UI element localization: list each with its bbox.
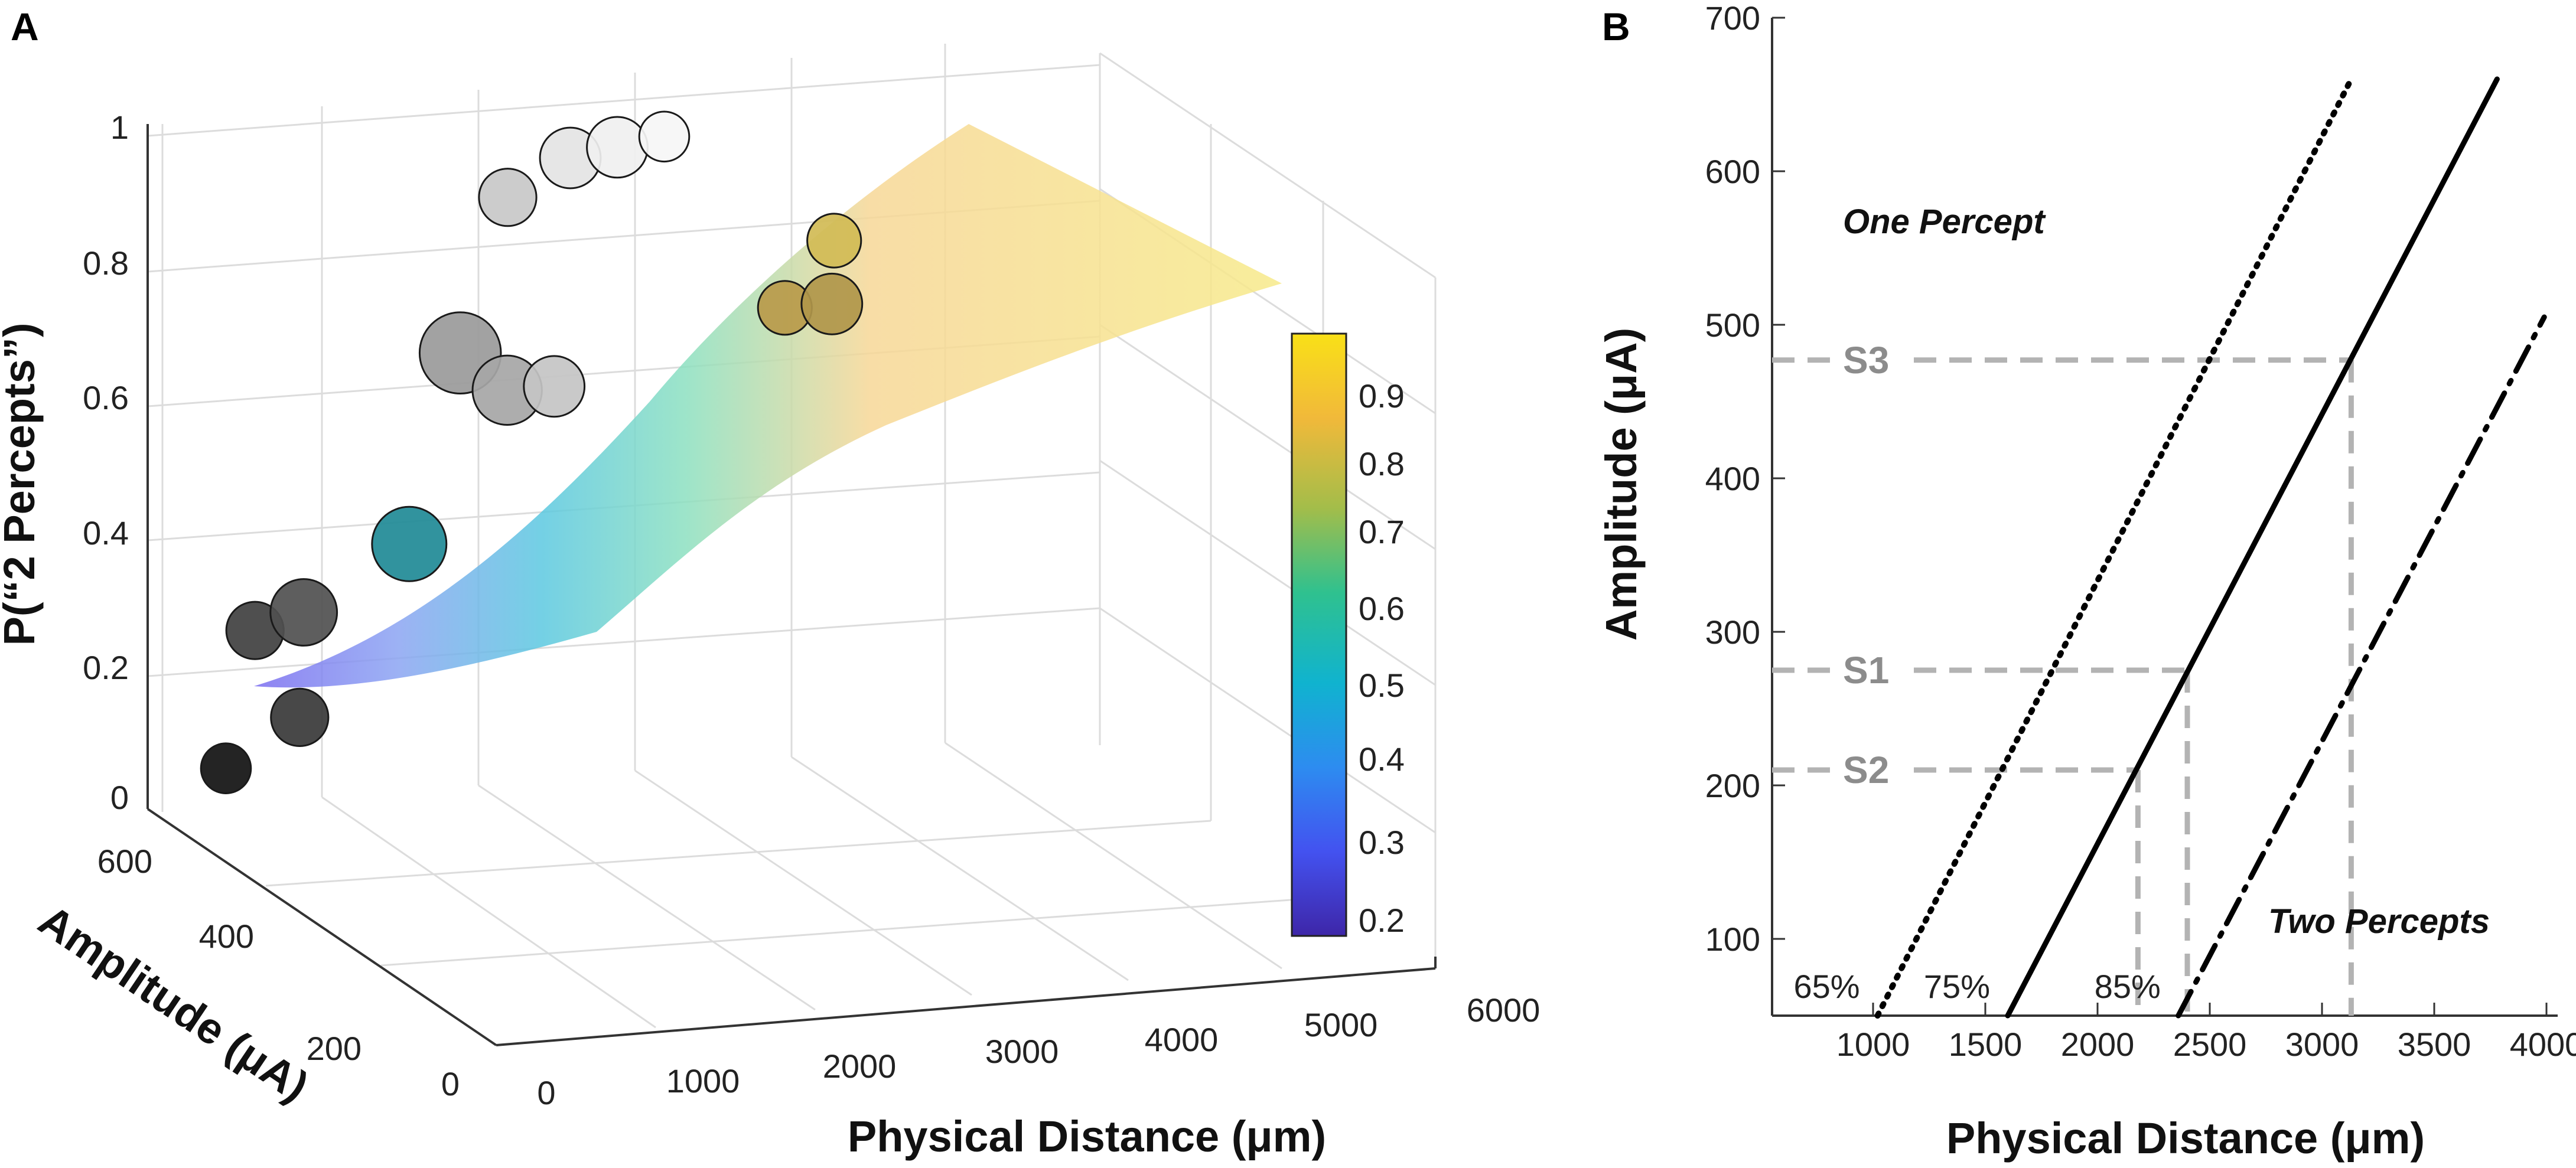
two-percepts-label: Two Percepts xyxy=(2268,902,2490,941)
x-tick-label: 4000 xyxy=(2510,1026,2576,1063)
x-tick-label: 3500 xyxy=(2398,1026,2471,1063)
z-tick-label: 0.4 xyxy=(83,514,129,552)
stimulus-label-bg xyxy=(1837,341,1902,380)
colorbar-tick-label: 0.5 xyxy=(1359,667,1405,704)
z-tick-label: 0.8 xyxy=(83,244,129,282)
panel-a-z-ticks: 0 0.2 0.4 0.6 0.8 1 xyxy=(83,109,129,816)
colorbar: 0.2 0.3 0.4 0.5 0.6 0.7 0.8 0.9 xyxy=(1291,332,1405,939)
threshold-line xyxy=(2005,76,2500,1019)
threshold-line-label: 85% xyxy=(2095,968,2161,1005)
panel-b-letter: B xyxy=(1602,5,1630,48)
colorbar-tick-label: 0.9 xyxy=(1359,377,1405,415)
colorbar-tick-label: 0.3 xyxy=(1359,824,1405,861)
data-point xyxy=(200,742,252,794)
y-tick-label: 300 xyxy=(1705,614,1760,651)
colorbar-tick-label: 0.8 xyxy=(1359,445,1405,482)
panel-b-y-axis-title: Amplitude (μA) xyxy=(1597,328,1646,641)
y-tick-label: 500 xyxy=(1705,306,1760,344)
x-tick-label: 5000 xyxy=(1304,1006,1378,1043)
panel-a-y-ticks: 0 200 400 600 xyxy=(97,843,460,1102)
x-tick-label: 1000 xyxy=(1836,1026,1910,1063)
panel-b-x-ticks: 1000 1500 2000 2500 3000 3500 4000 xyxy=(1836,1003,2576,1063)
panel-a: A xyxy=(0,5,1540,1161)
data-point xyxy=(800,272,864,335)
panel-a-x-ticks: 0 1000 2000 3000 4000 5000 6000 xyxy=(537,991,1540,1111)
stimulus-label: S2 xyxy=(1843,749,1889,791)
colorbar-tick-label: 0.6 xyxy=(1359,590,1405,627)
panel-b: B 100 200 300 400 500 600 700 1000 1500 2000 2500… xyxy=(1597,0,2576,1163)
x-tick-label: 2000 xyxy=(823,1048,897,1085)
stimulus-label-bg xyxy=(1837,751,1902,790)
threshold-line-label: 75% xyxy=(1924,968,1990,1005)
y-tick-label: 200 xyxy=(1705,767,1760,804)
colorbar-tick-label: 0.7 xyxy=(1359,513,1405,550)
data-point xyxy=(523,355,586,418)
panel-b-y-ticks: 100 200 300 400 500 600 700 xyxy=(1705,0,1785,958)
panel-b-axes xyxy=(1771,18,2558,1017)
stimulus-reference-lines: S1 S2 S3 xyxy=(1772,339,2354,1016)
stimulus-label: S1 xyxy=(1843,649,1889,691)
x-tick-label: 1500 xyxy=(1949,1026,2023,1063)
z-tick-label: 0.2 xyxy=(83,649,129,686)
stimulus-label-bg xyxy=(1837,651,1902,690)
panel-a-y-axis-title: Amplitude (μA) xyxy=(30,895,317,1111)
data-point xyxy=(371,505,448,582)
y-tick-label: 600 xyxy=(1705,153,1760,190)
x-tick-label: 4000 xyxy=(1145,1021,1219,1058)
y-tick-label: 100 xyxy=(1705,921,1760,958)
data-point xyxy=(478,168,538,227)
y-tick-label: 700 xyxy=(1705,0,1760,37)
fitted-surface xyxy=(254,124,1282,688)
x-tick-label: 0 xyxy=(537,1074,555,1111)
data-points xyxy=(200,110,864,794)
x-tick-label: 1000 xyxy=(666,1062,740,1100)
x-tick-label: 2000 xyxy=(2061,1026,2135,1063)
data-point xyxy=(638,110,691,163)
threshold-lines: 65% 75% 85% xyxy=(1794,76,2547,1019)
y-tick-label: 400 xyxy=(199,918,254,955)
colorbar-tick-label: 0.4 xyxy=(1359,740,1405,778)
x-tick-label: 6000 xyxy=(1467,991,1541,1029)
z-tick-label: 0 xyxy=(110,779,129,816)
data-point xyxy=(270,687,330,748)
panel-a-grid xyxy=(147,44,1437,1046)
x-tick-label: 2500 xyxy=(2173,1026,2247,1063)
one-percept-label: One Percept xyxy=(1843,203,2046,241)
stimulus-label: S3 xyxy=(1843,339,1889,381)
threshold-line xyxy=(2176,314,2547,1019)
x-tick-label: 3000 xyxy=(2285,1026,2359,1063)
y-tick-label: 400 xyxy=(1705,460,1760,497)
data-point xyxy=(269,578,338,647)
colorbar-scale xyxy=(1291,332,1347,937)
data-point xyxy=(806,213,862,269)
y-tick-label: 0 xyxy=(441,1065,460,1102)
colorbar-tick-label: 0.2 xyxy=(1359,902,1405,939)
data-point xyxy=(586,116,649,179)
x-tick-label: 3000 xyxy=(985,1033,1059,1070)
panel-a-axes xyxy=(146,124,1437,1046)
y-tick-label: 200 xyxy=(307,1030,362,1067)
threshold-line xyxy=(1874,76,2354,1019)
panel-a-z-axis-title: P(“2 Percepts”) xyxy=(0,323,44,646)
panel-b-x-axis-title: Physical Distance (μm) xyxy=(1946,1114,2425,1163)
threshold-line-label: 65% xyxy=(1794,968,1860,1005)
z-tick-label: 1 xyxy=(110,109,129,146)
z-tick-label: 0.6 xyxy=(83,379,129,416)
panel-a-x-axis-title: Physical Distance (μm) xyxy=(848,1112,1326,1161)
y-tick-label: 600 xyxy=(97,843,152,880)
panel-a-letter: A xyxy=(11,5,39,48)
